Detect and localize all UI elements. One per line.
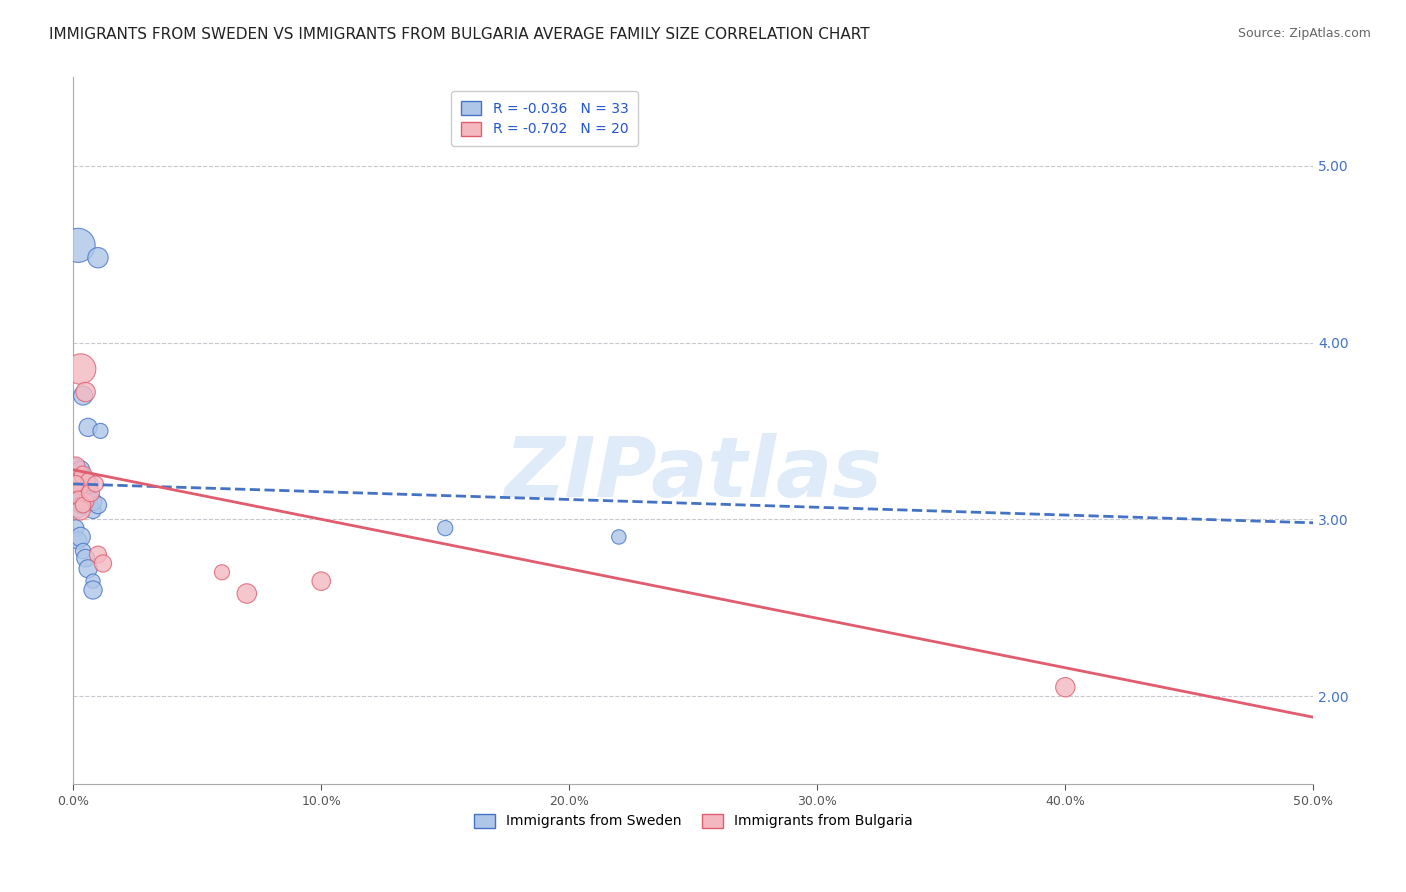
Point (72, 468, 94, 483)
Point (67, 494, 90, 508)
Point (82, 582, 104, 597)
Point (75, 480, 97, 494)
Point (77, 474, 100, 488)
Point (69, 530, 91, 544)
Point (72, 468, 94, 483)
Point (72, 544, 94, 558)
Point (67, 533, 90, 548)
Point (79, 477, 101, 491)
Point (67, 491, 90, 505)
Point (69, 463, 91, 477)
Point (67, 503, 90, 517)
Point (79, 485, 101, 500)
Point (69, 362, 91, 376)
Point (77, 485, 100, 500)
Point (65, 459, 87, 474)
Text: IMMIGRANTS FROM SWEDEN VS IMMIGRANTS FROM BULGARIA AVERAGE FAMILY SIZE CORRELATI: IMMIGRANTS FROM SWEDEN VS IMMIGRANTS FRO… (49, 27, 870, 42)
Point (65, 485, 87, 500)
Point (87, 498, 110, 512)
Point (1054, 680, 1077, 694)
Point (77, 562, 100, 576)
Point (434, 521, 457, 535)
Point (236, 586, 259, 600)
Point (65, 477, 87, 491)
Point (65, 459, 87, 474)
Point (87, 548, 110, 562)
Point (607, 530, 630, 544)
Point (75, 551, 97, 566)
Point (77, 420, 100, 434)
Point (69, 503, 91, 517)
Point (67, 238, 90, 252)
Point (69, 498, 91, 512)
Point (79, 491, 101, 505)
Point (75, 474, 97, 488)
Point (67, 468, 90, 483)
Point (82, 503, 104, 517)
Point (87, 251, 110, 265)
Point (75, 385, 97, 400)
Point (72, 388, 94, 402)
Text: Source: ZipAtlas.com: Source: ZipAtlas.com (1237, 27, 1371, 40)
Point (91, 557, 114, 571)
Point (75, 494, 97, 508)
Point (65, 521, 87, 535)
Point (82, 574, 104, 589)
Point (82, 494, 104, 508)
Point (67, 463, 90, 477)
Point (89, 424, 111, 438)
Text: ZIPatlas: ZIPatlas (505, 433, 882, 514)
Point (69, 474, 91, 488)
Point (72, 498, 94, 512)
Point (67, 474, 90, 488)
Legend: Immigrants from Sweden, Immigrants from Bulgaria: Immigrants from Sweden, Immigrants from … (468, 808, 918, 834)
Point (211, 566, 233, 580)
Point (309, 574, 332, 589)
Point (69, 480, 91, 494)
Point (84, 477, 107, 491)
